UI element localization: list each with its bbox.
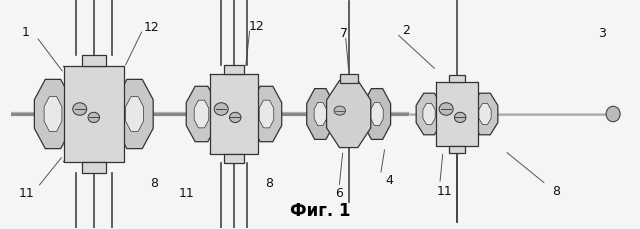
Polygon shape [472, 94, 498, 135]
Polygon shape [186, 87, 217, 142]
Polygon shape [479, 104, 491, 125]
Text: 12: 12 [248, 20, 264, 33]
Polygon shape [416, 94, 442, 135]
Ellipse shape [88, 113, 100, 123]
Text: 11: 11 [179, 186, 194, 199]
Polygon shape [307, 89, 334, 140]
Polygon shape [314, 103, 326, 126]
Polygon shape [364, 89, 390, 140]
Polygon shape [35, 80, 72, 149]
Ellipse shape [334, 106, 346, 116]
Bar [82, 56, 106, 67]
Text: Фиг. 1: Фиг. 1 [290, 201, 350, 218]
Bar [340, 74, 358, 84]
Bar [63, 67, 124, 162]
Text: 2: 2 [402, 24, 410, 37]
Polygon shape [423, 104, 435, 125]
Text: 11: 11 [436, 184, 452, 197]
Text: 8: 8 [150, 176, 158, 189]
Polygon shape [194, 101, 209, 128]
Polygon shape [326, 81, 371, 148]
Ellipse shape [606, 107, 620, 122]
Polygon shape [44, 97, 62, 132]
Text: 3: 3 [598, 27, 605, 40]
Text: 1: 1 [22, 25, 29, 38]
Text: 8: 8 [552, 184, 560, 197]
Bar [82, 162, 106, 173]
Bar [449, 146, 465, 154]
Bar [210, 75, 258, 154]
Polygon shape [116, 80, 153, 149]
Ellipse shape [454, 113, 466, 123]
Text: 6: 6 [335, 186, 343, 199]
Bar [436, 83, 477, 146]
Ellipse shape [73, 103, 87, 116]
Text: 8: 8 [265, 176, 273, 189]
Polygon shape [259, 101, 274, 128]
Ellipse shape [214, 103, 228, 116]
Text: 4: 4 [385, 174, 393, 187]
Polygon shape [252, 87, 282, 142]
Ellipse shape [230, 113, 241, 123]
Bar [225, 65, 244, 75]
Text: 7: 7 [340, 27, 348, 40]
Polygon shape [371, 103, 383, 126]
Text: 12: 12 [143, 21, 159, 34]
Ellipse shape [439, 103, 453, 116]
Polygon shape [125, 97, 143, 132]
Bar [225, 154, 244, 164]
Text: 11: 11 [19, 186, 35, 199]
Bar [449, 75, 465, 83]
